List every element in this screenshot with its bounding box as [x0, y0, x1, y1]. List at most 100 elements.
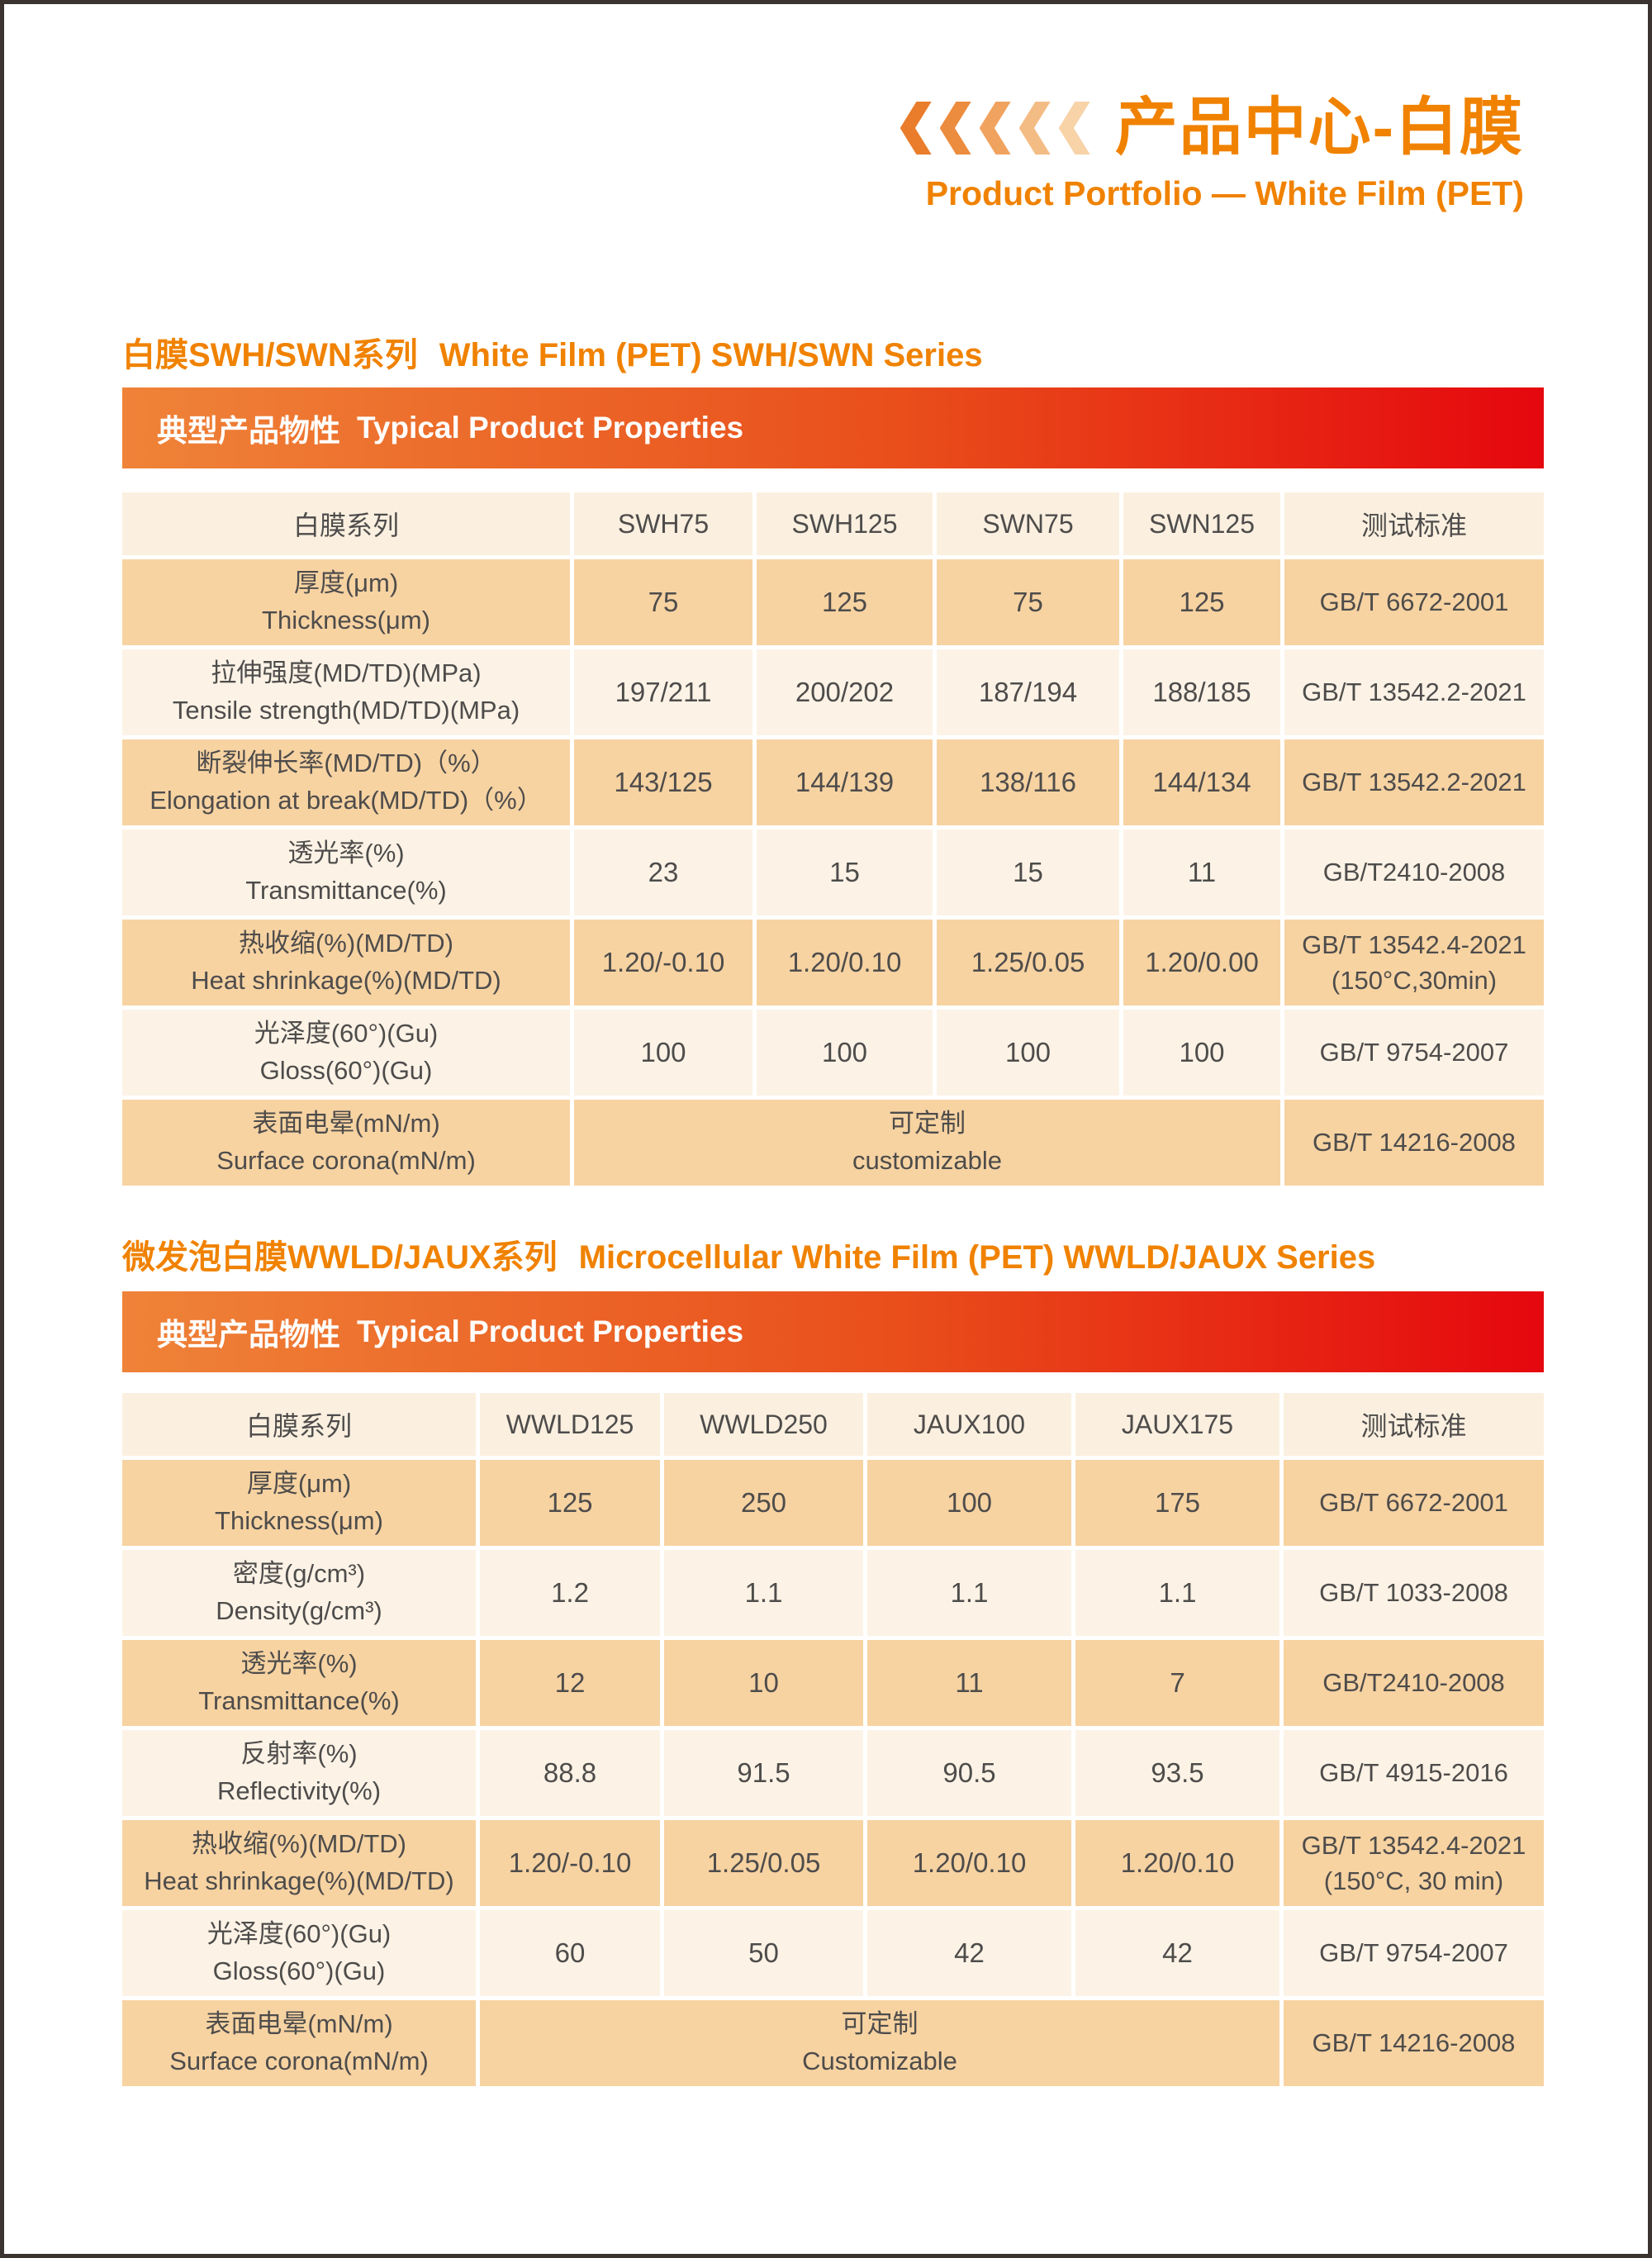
swh-swn-properties-table: 白膜系列 SWH75 SWH125 SWN75 SWN125 测试标准 厚度(μ… [118, 488, 1548, 1190]
chevron-left-icon [900, 102, 932, 154]
table-header-row: 白膜系列 WWLD125 WWLD250 JAUX100 JAUX175 测试标… [122, 1393, 1544, 1456]
page-subtitle: Product Portfolio — White Film (PET) [925, 174, 1524, 212]
table-row: 表面电晕(mN/m) Surface corona(mN/m) 可定制 Cust… [122, 2000, 1544, 2086]
value-cell: 88.8 [480, 1730, 660, 1816]
value-cell: 100 [1123, 1010, 1280, 1096]
value-cell: 75 [937, 559, 1119, 645]
table-row: 表面电晕(mN/m) Surface corona(mN/m) 可定制 cust… [122, 1100, 1544, 1186]
value-cell: 15 [937, 830, 1119, 915]
table-row: 断裂伸长率(MD/TD)（%） Elongation at break(MD/T… [122, 739, 1544, 825]
table-row: 透光率(%) Transmittance(%) 12 10 11 7 GB/T2… [122, 1640, 1544, 1726]
value-cell: 1.20/0.10 [757, 920, 933, 1005]
value-cell: 93.5 [1075, 1730, 1279, 1816]
standard-cell: GB/T 1033-2008 [1284, 1550, 1544, 1636]
value-cell: 42 [867, 1910, 1071, 1996]
value-cell: 1.20/-0.10 [480, 1820, 660, 1906]
page-header: 产品中心-白膜 Product Portfolio — White Film (… [900, 97, 1524, 213]
column-header: SWN75 [937, 492, 1119, 555]
value-cell: 1.20/0.00 [1123, 920, 1280, 1005]
value-cell: 60 [480, 1910, 660, 1996]
property-label: 透光率(%) Transmittance(%) [122, 1640, 476, 1726]
property-label: 光泽度(60°)(Gu) Gloss(60°)(Gu) [122, 1010, 570, 1096]
value-cell: 15 [757, 830, 933, 915]
section-title-cn: 微发泡白膜WWLD/JAUX系列 [122, 1239, 558, 1276]
standard-cell: GB/T 6672-2001 [1284, 1460, 1544, 1546]
standard-cell: GB/T2410-2008 [1284, 830, 1544, 915]
standard-cell: GB/T 6672-2001 [1284, 559, 1544, 645]
column-header: JAUX175 [1075, 1393, 1279, 1456]
value-cell: 197/211 [574, 649, 752, 735]
typical-properties-banner: 典型产品物性 Typical Product Properties [122, 387, 1544, 468]
standard-cell: GB/T 13542.2-2021 [1284, 739, 1544, 825]
property-label: 反射率(%) Reflectivity(%) [122, 1730, 476, 1816]
column-header: JAUX100 [867, 1393, 1071, 1456]
value-cell: 1.20/-0.10 [574, 920, 752, 1005]
column-header: SWH75 [574, 492, 752, 555]
standard-cell: GB/T 4915-2016 [1284, 1730, 1544, 1816]
section-title-wwld-jaux: 微发泡白膜WWLD/JAUX系列 Microcellular White Film… [122, 1230, 1375, 1278]
table-row: 透光率(%) Transmittance(%) 23 15 15 11 GB/T… [122, 830, 1544, 915]
table-row: 热收缩(%)(MD/TD) Heat shrinkage(%)(MD/TD) 1… [122, 1820, 1544, 1906]
chevron-decoration [900, 102, 1090, 154]
merged-value-cell: 可定制 Customizable [480, 2000, 1279, 2086]
value-cell: 125 [757, 559, 933, 645]
table-row: 光泽度(60°)(Gu) Gloss(60°)(Gu) 100 100 100 … [122, 1010, 1544, 1096]
value-cell: 91.5 [664, 1730, 863, 1816]
value-cell: 200/202 [757, 649, 933, 735]
table-row: 厚度(μm) Thickness(μm) 75 125 75 125 GB/T … [122, 559, 1544, 645]
value-cell: 10 [664, 1640, 863, 1726]
value-cell: 100 [757, 1010, 933, 1096]
value-cell: 188/185 [1123, 649, 1280, 735]
section-title-en: White Film (PET) SWH/SWN Series [439, 337, 983, 373]
value-cell: 1.1 [1075, 1550, 1279, 1636]
value-cell: 100 [937, 1010, 1119, 1096]
column-header: 白膜系列 [122, 1393, 476, 1456]
table-row: 反射率(%) Reflectivity(%) 88.8 91.5 90.5 93… [122, 1730, 1544, 1816]
value-cell: 23 [574, 830, 752, 915]
value-cell: 100 [574, 1010, 752, 1096]
property-label: 光泽度(60°)(Gu) Gloss(60°)(Gu) [122, 1910, 476, 1996]
section-title-cn: 白膜SWH/SWN系列 [122, 337, 418, 373]
table-header-row: 白膜系列 SWH75 SWH125 SWN75 SWN125 测试标准 [122, 492, 1544, 555]
value-cell: 1.20/0.10 [1075, 1820, 1279, 1906]
chevron-left-icon [979, 102, 1011, 154]
value-cell: 50 [664, 1910, 863, 1996]
value-cell: 125 [480, 1460, 660, 1546]
value-cell: 1.20/0.10 [867, 1820, 1071, 1906]
standard-cell: GB/T 9754-2007 [1284, 1910, 1544, 1996]
standard-cell: GB/T 13542.2-2021 [1284, 649, 1544, 735]
value-cell: 7 [1075, 1640, 1279, 1726]
banner-label-cn: 典型产品物性 [157, 1318, 340, 1352]
page-title: 产品中心-白膜 [1114, 93, 1524, 163]
property-label: 热收缩(%)(MD/TD) Heat shrinkage(%)(MD/TD) [122, 1820, 476, 1906]
property-label: 表面电晕(mN/m) Surface corona(mN/m) [122, 1100, 570, 1186]
property-label: 表面电晕(mN/m) Surface corona(mN/m) [122, 2000, 476, 2086]
table-row: 厚度(μm) Thickness(μm) 125 250 100 175 GB/… [122, 1460, 1544, 1546]
value-cell: 1.25/0.05 [937, 920, 1119, 1005]
standard-cell: GB/T 14216-2008 [1284, 1100, 1544, 1186]
value-cell: 75 [574, 559, 752, 645]
wwld-jaux-properties-table: 白膜系列 WWLD125 WWLD250 JAUX100 JAUX175 测试标… [118, 1389, 1548, 2090]
value-cell: 11 [1123, 830, 1280, 915]
column-header: WWLD125 [480, 1393, 660, 1456]
value-cell: 175 [1075, 1460, 1279, 1546]
standard-cell: GB/T2410-2008 [1284, 1640, 1544, 1726]
property-label: 断裂伸长率(MD/TD)（%） Elongation at break(MD/T… [122, 739, 570, 825]
chevron-left-icon [939, 102, 971, 154]
column-header: SWN125 [1123, 492, 1280, 555]
property-label: 密度(g/cm³) Density(g/cm³) [122, 1550, 476, 1636]
value-cell: 138/116 [937, 739, 1119, 825]
table-row: 密度(g/cm³) Density(g/cm³) 1.2 1.1 1.1 1.1… [122, 1550, 1544, 1636]
banner-label-en: Typical Product Properties [357, 411, 744, 444]
value-cell: 144/139 [757, 739, 933, 825]
value-cell: 11 [867, 1640, 1071, 1726]
column-header: WWLD250 [664, 1393, 863, 1456]
value-cell: 143/125 [574, 739, 752, 825]
value-cell: 250 [664, 1460, 863, 1546]
value-cell: 1.2 [480, 1550, 660, 1636]
table-row: 拉伸强度(MD/TD)(MPa) Tensile strength(MD/TD)… [122, 649, 1544, 735]
standard-cell: GB/T 13542.4-2021 (150°C,30min) [1284, 920, 1544, 1005]
column-header: 测试标准 [1284, 1393, 1544, 1456]
typical-properties-banner: 典型产品物性 Typical Product Properties [122, 1291, 1544, 1372]
section-title-swh-swn: 白膜SWH/SWN系列 White Film (PET) SWH/SWN Seri… [122, 328, 983, 376]
